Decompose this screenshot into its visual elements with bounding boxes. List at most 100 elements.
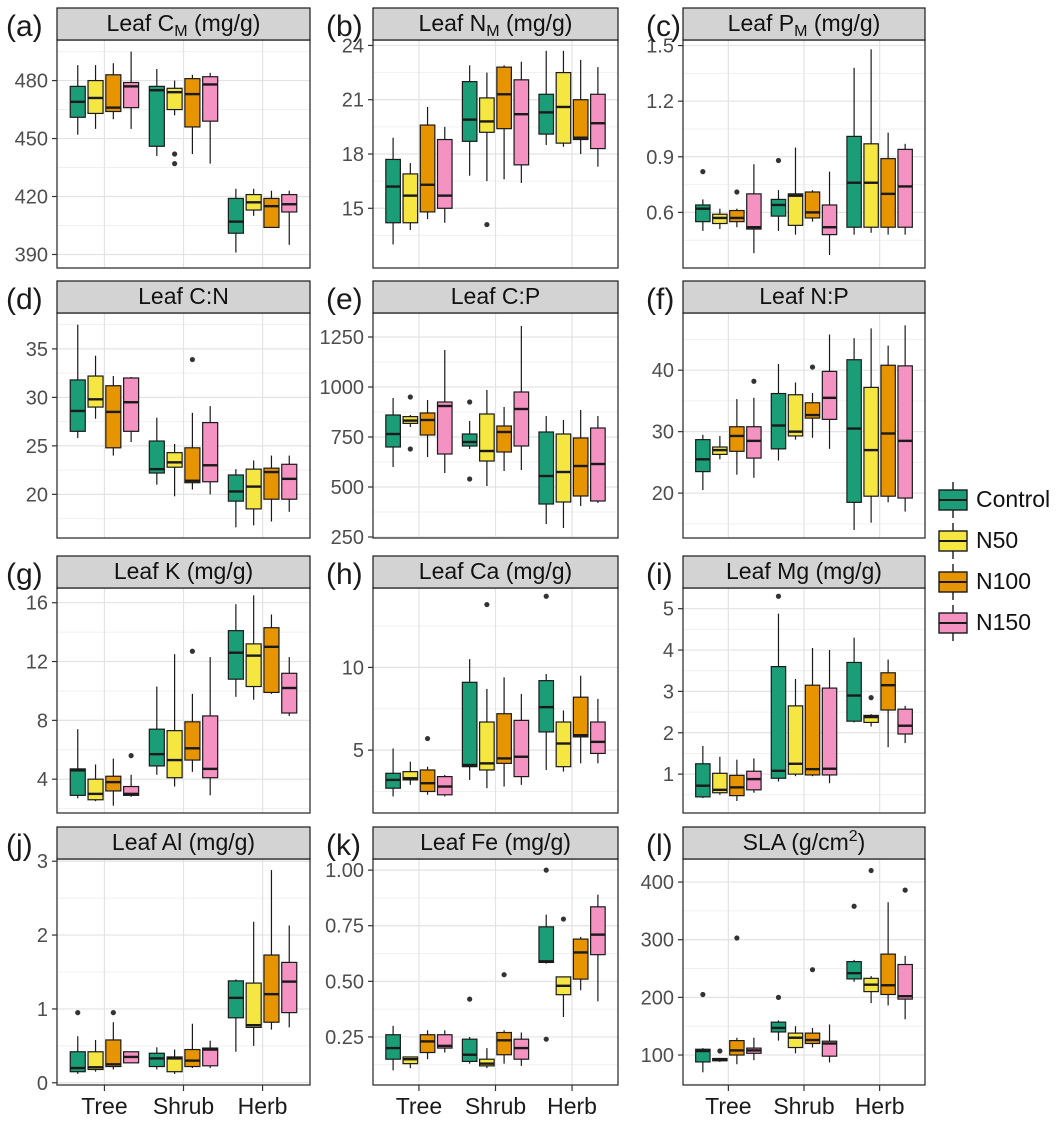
outlier-point xyxy=(700,991,706,998)
outlier-point xyxy=(751,378,757,384)
panel-g: Leaf K (mg/g) 4 8 12 16(g) xyxy=(6,555,311,814)
box-n150 xyxy=(202,421,219,483)
y-tick-label: 4 xyxy=(663,640,674,662)
strip xyxy=(372,7,619,41)
outlier-point xyxy=(717,1048,723,1054)
panel-f: Leaf N:P 20 30 40 (f) xyxy=(646,280,926,539)
y-tick-label: 21 xyxy=(342,90,364,112)
panel-letter: (j) xyxy=(6,829,33,862)
panel-letter: (l) xyxy=(646,829,673,862)
box-n150 xyxy=(513,719,530,778)
box-n50 xyxy=(787,193,804,226)
box-control xyxy=(695,1048,711,1063)
panel-l: SLA (g/cm2) 100 200 300 400 Tree Shrub Herb (l) xyxy=(641,826,926,1119)
box-control xyxy=(461,681,478,768)
box-n150 xyxy=(202,1047,219,1067)
outlier-point xyxy=(560,916,567,922)
legend: Control N50 N100 N150 xyxy=(936,479,1050,643)
panel-c: Leaf PM (mg/g) 0.6 0.9 1.2 1.5(c) xyxy=(646,7,926,269)
y-tick-label: 200 xyxy=(641,987,674,1009)
box-n50 xyxy=(787,705,804,775)
legend-label-n100: N100 xyxy=(976,568,1031,594)
strip-title: Leaf Fe (mg/g) xyxy=(420,829,571,855)
box-n50 xyxy=(555,433,572,503)
box-control xyxy=(770,198,787,217)
box-control xyxy=(461,1038,478,1063)
y-tick-label: 480 xyxy=(15,71,48,93)
x-tick-label: Shrub xyxy=(153,1093,214,1119)
y-tick-label: 3 xyxy=(663,681,674,703)
y-tick-label: 2 xyxy=(37,925,48,947)
legend-item-control: Control xyxy=(936,479,1050,520)
box-n50 xyxy=(166,87,183,111)
outlier-point xyxy=(543,867,549,873)
box-control xyxy=(461,81,478,142)
box-n50 xyxy=(87,1051,104,1071)
box-control xyxy=(695,763,711,798)
box-n150 xyxy=(821,1040,838,1057)
box-n100 xyxy=(496,425,512,453)
box-n100 xyxy=(184,78,201,128)
panel-letter: (i) xyxy=(646,558,673,591)
y-tick-label: 24 xyxy=(342,35,364,57)
outlier-point xyxy=(424,735,431,742)
box-n150 xyxy=(436,138,453,209)
box-n50 xyxy=(245,982,262,1028)
legend-item-n50: N50 xyxy=(936,520,1050,561)
strip xyxy=(372,826,619,860)
outlier-point xyxy=(189,356,195,363)
outlier-point xyxy=(543,1036,549,1042)
box-n100 xyxy=(419,769,436,793)
box-n100 xyxy=(496,1031,512,1056)
box-n150 xyxy=(513,391,530,447)
box-n100 xyxy=(105,385,122,449)
box-n150 xyxy=(746,193,762,230)
box-n50 xyxy=(479,721,495,771)
box-control xyxy=(538,926,555,964)
box-control xyxy=(69,768,86,796)
strip-title: Leaf N:P xyxy=(759,283,849,309)
strip xyxy=(56,555,311,589)
box-control xyxy=(538,93,555,135)
y-tick-label: 450 xyxy=(15,129,48,151)
strip xyxy=(682,280,926,314)
box-control xyxy=(148,1052,165,1068)
y-tick-label: 1000 xyxy=(320,377,365,399)
panel-letter: (b) xyxy=(326,10,363,43)
strip xyxy=(56,826,311,860)
y-tick-label: 1250 xyxy=(320,327,365,349)
box-control xyxy=(846,961,862,980)
box-n50 xyxy=(863,386,879,497)
box-n150 xyxy=(281,672,298,714)
box-control xyxy=(148,85,165,147)
box-n150 xyxy=(897,365,913,499)
y-tick-label: 16 xyxy=(26,593,48,615)
outlier-point xyxy=(501,972,507,978)
box-n100 xyxy=(105,74,122,113)
y-tick-label: 5 xyxy=(353,740,364,762)
y-tick-label: 300 xyxy=(641,930,674,952)
box-n100 xyxy=(263,627,280,694)
panel-j: Leaf Al (mg/g) 0 1 2 3 Tree Shrub Herb (j) xyxy=(6,826,311,1119)
y-tick-label: 390 xyxy=(15,244,48,266)
outlier-point xyxy=(734,189,740,195)
panel-letter: (f) xyxy=(646,283,674,316)
outlier-point xyxy=(467,996,473,1002)
box-n100 xyxy=(729,774,745,797)
outlier-point xyxy=(172,151,178,157)
box-control xyxy=(227,474,244,502)
box-n50 xyxy=(166,730,183,779)
panel-i: Leaf Mg (mg/g) 1 2 3 4 5 (i) xyxy=(646,555,926,814)
box-n50 xyxy=(402,771,419,781)
y-tick-label: 0.25 xyxy=(325,1027,364,1049)
box-n100 xyxy=(880,672,896,711)
y-tick-label: 0 xyxy=(37,1073,48,1095)
box-n150 xyxy=(897,963,913,1000)
box-n100 xyxy=(105,775,122,792)
panel-h: Leaf Ca (mg/g) 5 10 (h) xyxy=(326,555,619,814)
strip-title: Leaf Mg (mg/g) xyxy=(726,558,882,584)
box-n150 xyxy=(590,721,606,755)
x-tick-label: Shrub xyxy=(773,1093,834,1119)
box-n150 xyxy=(281,463,298,500)
box-control xyxy=(695,439,711,473)
